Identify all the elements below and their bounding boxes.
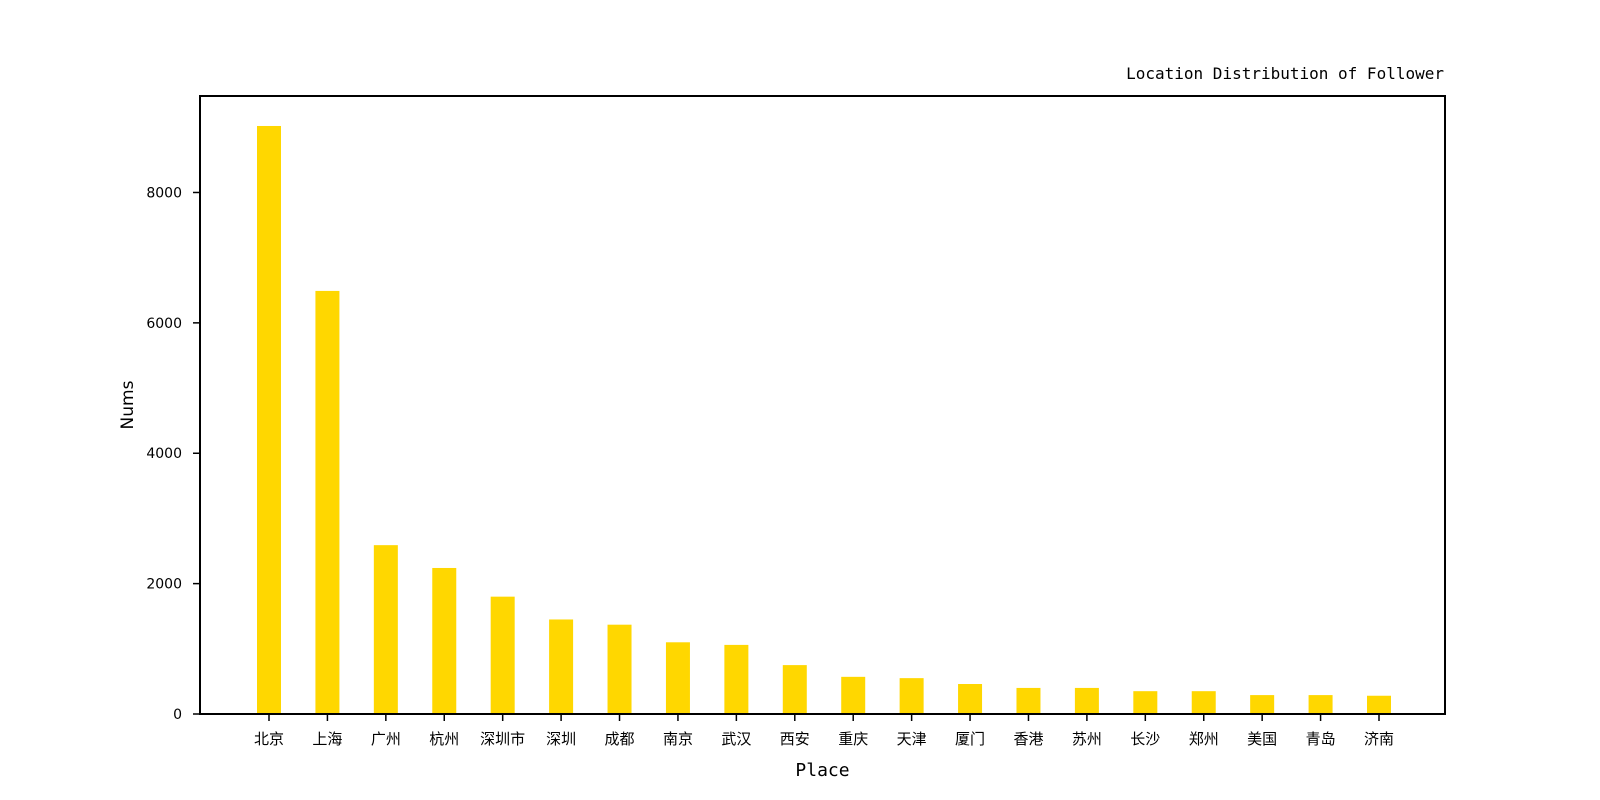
bar-18 [1308,695,1333,714]
bar-9 [782,665,807,714]
y-tick-label-0: 0 [173,707,182,723]
x-tick-label-9: 西安 [780,730,810,748]
x-tick-label-0: 北京 [254,730,284,748]
x-tick-label-3: 杭州 [429,730,459,748]
bar-5 [549,619,574,714]
x-tick-label-12: 厦门 [955,730,985,748]
bar-13 [1016,687,1041,714]
chart-title: Location Distribution of Follower [1126,64,1444,83]
x-tick-label-10: 重庆 [838,730,868,748]
x-tick-label-14: 苏州 [1072,730,1102,748]
x-tick-label-1: 上海 [312,730,342,748]
y-tick-label-4: 8000 [146,185,182,201]
bar-8 [724,644,749,714]
bar-1 [315,290,340,714]
bar-15 [1133,691,1158,714]
bar-16 [1191,691,1216,714]
bar-2 [373,545,398,714]
y-axis-title: Nums [118,380,138,429]
y-tick-label-2: 4000 [146,446,182,462]
x-tick-label-15: 长沙 [1130,730,1160,748]
x-tick-label-2: 广州 [371,730,401,748]
x-axis-title: Place [795,760,849,781]
bar-0 [257,125,281,714]
x-tick-label-13: 香港 [1013,730,1043,748]
x-tick-label-8: 武汉 [721,730,751,748]
y-tick-label-1: 2000 [146,577,182,593]
bar-4 [490,596,515,714]
bar-11 [899,678,924,714]
bar-12 [958,684,983,714]
x-tick-label-5: 深圳 [546,730,576,748]
bar-17 [1250,695,1275,714]
x-tick-label-16: 郑州 [1189,730,1219,748]
bar-19 [1367,695,1391,714]
bar-6 [607,624,632,714]
y-tick-label-3: 6000 [146,316,182,332]
plot-frame [199,95,1446,715]
bar-7 [665,642,690,714]
bar-3 [432,567,457,714]
plot-area: 北京 上海 广州 杭州 深圳市 深圳 成都 南京 武汉 西安 重庆 天津 厦门 香港 苏州 长沙 郑州 美国 青岛 济… [146,125,1394,748]
bar-14 [1074,687,1099,714]
x-tick-label-17: 美国 [1247,730,1277,748]
x-tick-label-4: 深圳市 [480,730,525,748]
x-tick-label-6: 成都 [605,730,635,748]
bar-10 [841,676,866,714]
x-tick-label-7: 南京 [663,730,693,748]
x-tick-label-19: 济南 [1364,730,1394,748]
x-tick-label-11: 天津 [897,730,927,748]
x-tick-label-18: 青岛 [1306,730,1336,748]
